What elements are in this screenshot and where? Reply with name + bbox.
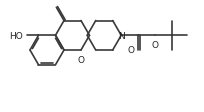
Text: HO: HO <box>9 31 23 40</box>
Text: O: O <box>77 56 84 64</box>
Text: O: O <box>151 41 158 50</box>
Text: O: O <box>127 46 134 55</box>
Text: N: N <box>117 31 124 40</box>
